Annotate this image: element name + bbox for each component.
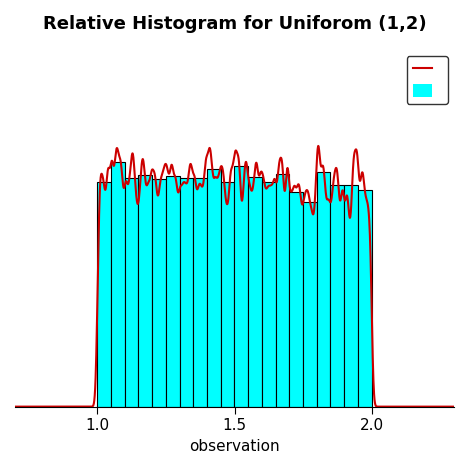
- Bar: [138, 175, 152, 407]
- Legend: , : ,: [407, 56, 448, 104]
- Title: Relative Histogram for Uniforom (1,2): Relative Histogram for Uniforom (1,2): [43, 15, 426, 33]
- Bar: [111, 162, 125, 407]
- Bar: [234, 166, 248, 407]
- Bar: [344, 185, 358, 407]
- Bar: [180, 178, 193, 407]
- Bar: [248, 177, 262, 407]
- Bar: [207, 169, 221, 407]
- Bar: [166, 176, 180, 407]
- Bar: [303, 202, 317, 407]
- X-axis label: observation: observation: [189, 439, 280, 454]
- Bar: [262, 182, 276, 407]
- Bar: [152, 179, 166, 407]
- Bar: [358, 190, 371, 407]
- Bar: [276, 174, 289, 407]
- Bar: [125, 178, 138, 407]
- Bar: [289, 192, 303, 407]
- Bar: [221, 182, 234, 407]
- Bar: [97, 182, 111, 407]
- Bar: [193, 178, 207, 407]
- Bar: [317, 173, 331, 407]
- Bar: [331, 185, 344, 407]
